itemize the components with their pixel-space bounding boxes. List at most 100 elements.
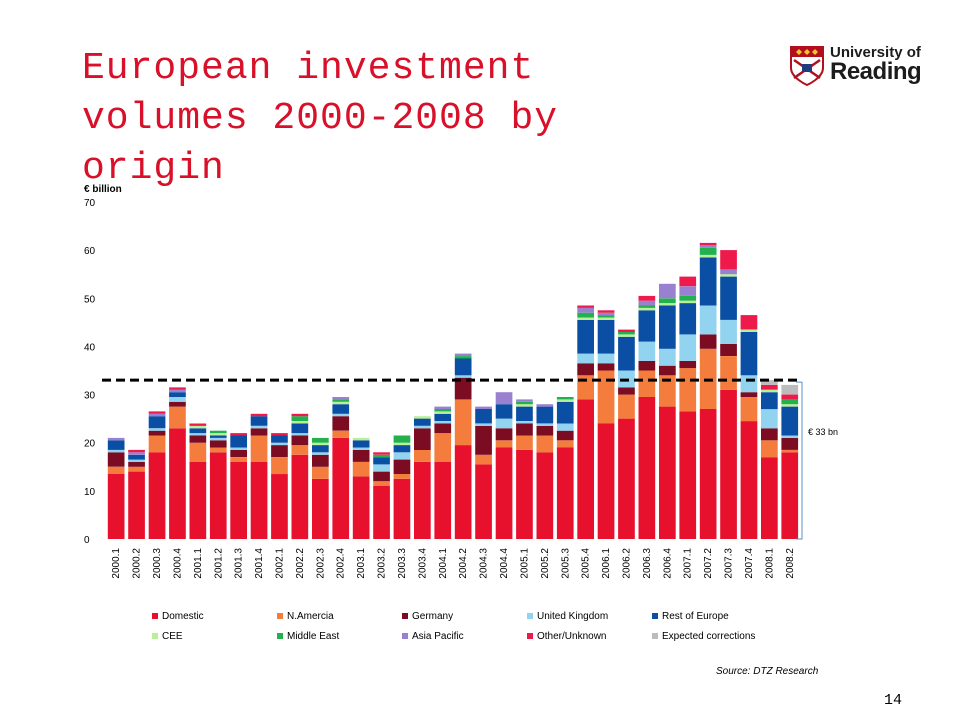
bar-segment bbox=[128, 466, 145, 472]
bar-segment bbox=[781, 435, 799, 438]
bar-segment bbox=[373, 454, 390, 458]
y-axis-label: € billion bbox=[84, 184, 122, 195]
bar-segment bbox=[107, 452, 125, 467]
bar-segment bbox=[148, 430, 166, 436]
bar-segment bbox=[761, 380, 778, 385]
y-tick-label: 0 bbox=[84, 535, 90, 546]
bar-segment bbox=[332, 397, 350, 400]
bar-segment bbox=[312, 442, 329, 446]
bar-segment bbox=[230, 462, 247, 539]
bar-segment bbox=[699, 305, 717, 335]
bar-segment bbox=[332, 404, 350, 414]
bar-segment bbox=[618, 387, 635, 395]
bar-segment bbox=[230, 457, 247, 462]
bar-segment bbox=[638, 397, 656, 539]
bar-segment bbox=[250, 413, 268, 417]
bar-segment bbox=[618, 394, 635, 419]
bar-segment bbox=[352, 476, 370, 539]
bar-segment bbox=[128, 459, 145, 462]
bar-segment bbox=[597, 370, 615, 424]
bar-segment bbox=[761, 440, 778, 458]
bar-segment bbox=[556, 399, 574, 402]
bar-segment bbox=[659, 406, 676, 539]
bar-segment bbox=[312, 478, 329, 539]
bar-segment bbox=[679, 276, 697, 287]
x-tick-label: 2004.3 bbox=[479, 548, 490, 579]
x-tick-label: 2002.3 bbox=[315, 548, 326, 579]
bar-segment bbox=[495, 447, 513, 539]
bar-segment bbox=[332, 416, 350, 431]
bar-segment bbox=[577, 305, 594, 308]
bar-segment bbox=[495, 418, 513, 429]
bar-segment bbox=[291, 435, 309, 446]
slide-title: European investment volumes 2000-2008 by… bbox=[82, 47, 559, 190]
bar-segment bbox=[128, 452, 145, 455]
x-tick-label: 2001.1 bbox=[193, 548, 204, 579]
legend-label: Middle East bbox=[287, 631, 339, 642]
bar-segment bbox=[536, 423, 554, 426]
bar-segment bbox=[699, 409, 717, 539]
bar-segment bbox=[556, 447, 574, 539]
bar-segment bbox=[720, 276, 737, 320]
x-tick-label: 2004.4 bbox=[499, 548, 510, 579]
bar-segment bbox=[495, 440, 513, 448]
bar-segment bbox=[475, 464, 492, 539]
bar-segment bbox=[189, 435, 207, 443]
bar-segment bbox=[414, 416, 431, 419]
bar-segment bbox=[720, 269, 737, 275]
bar-segment bbox=[434, 411, 452, 414]
x-tick-label: 2006.3 bbox=[642, 548, 653, 579]
bar-segment bbox=[597, 317, 615, 320]
bar-segment bbox=[148, 413, 166, 417]
bar-segment bbox=[577, 353, 594, 364]
bar-segment bbox=[250, 435, 268, 462]
bar-segment bbox=[332, 430, 350, 438]
x-tick-label: 2004.1 bbox=[438, 548, 449, 579]
bar-segment bbox=[373, 464, 390, 472]
bar-segment bbox=[761, 389, 778, 393]
bar-segment bbox=[434, 409, 452, 412]
bar-segment bbox=[740, 332, 758, 376]
bar-segment bbox=[659, 303, 676, 306]
x-tick-label: 2008.2 bbox=[785, 548, 796, 579]
logo-line1: University of bbox=[830, 44, 921, 61]
bar-segment bbox=[169, 428, 186, 539]
bar-segment bbox=[475, 406, 492, 409]
bar-segment bbox=[107, 466, 125, 474]
bar-segment bbox=[781, 449, 799, 453]
bar-segment bbox=[454, 399, 472, 446]
x-tick-label: 2000.2 bbox=[132, 548, 143, 579]
bar-segment bbox=[332, 437, 350, 539]
bar-segment bbox=[414, 462, 431, 539]
legend-label: Asia Pacific bbox=[412, 631, 464, 642]
y-tick-label: 70 bbox=[84, 198, 96, 209]
legend-label: Domestic bbox=[162, 611, 204, 622]
bar-segment bbox=[618, 334, 635, 337]
x-tick-label: 2003.3 bbox=[397, 548, 408, 579]
bar-segment bbox=[516, 404, 533, 407]
bar-segment bbox=[699, 257, 717, 306]
bar-segment bbox=[434, 421, 452, 424]
bar-segment bbox=[414, 428, 431, 450]
x-tick-label: 2007.2 bbox=[703, 548, 714, 579]
bar-segment bbox=[209, 440, 227, 448]
legend-swatch bbox=[652, 633, 658, 639]
bar-segment bbox=[516, 401, 533, 405]
bar-segment bbox=[209, 433, 227, 436]
bar-segment bbox=[475, 425, 492, 455]
y-tick-label: 40 bbox=[84, 342, 96, 353]
bar-segment bbox=[230, 435, 247, 448]
bar-segment bbox=[516, 435, 533, 450]
bar-segment bbox=[312, 452, 329, 455]
bar-segment bbox=[189, 428, 207, 434]
bar-segment bbox=[761, 409, 778, 429]
bar-segment bbox=[577, 312, 594, 318]
bar-segment bbox=[312, 437, 329, 443]
bar-segment bbox=[209, 447, 227, 453]
bar-segment bbox=[720, 319, 737, 344]
bar-segment bbox=[536, 435, 554, 453]
bar-segment bbox=[148, 416, 166, 429]
x-tick-label: 2005.1 bbox=[519, 548, 530, 579]
bar-segment bbox=[740, 375, 758, 393]
x-tick-label: 2000.1 bbox=[111, 548, 122, 579]
